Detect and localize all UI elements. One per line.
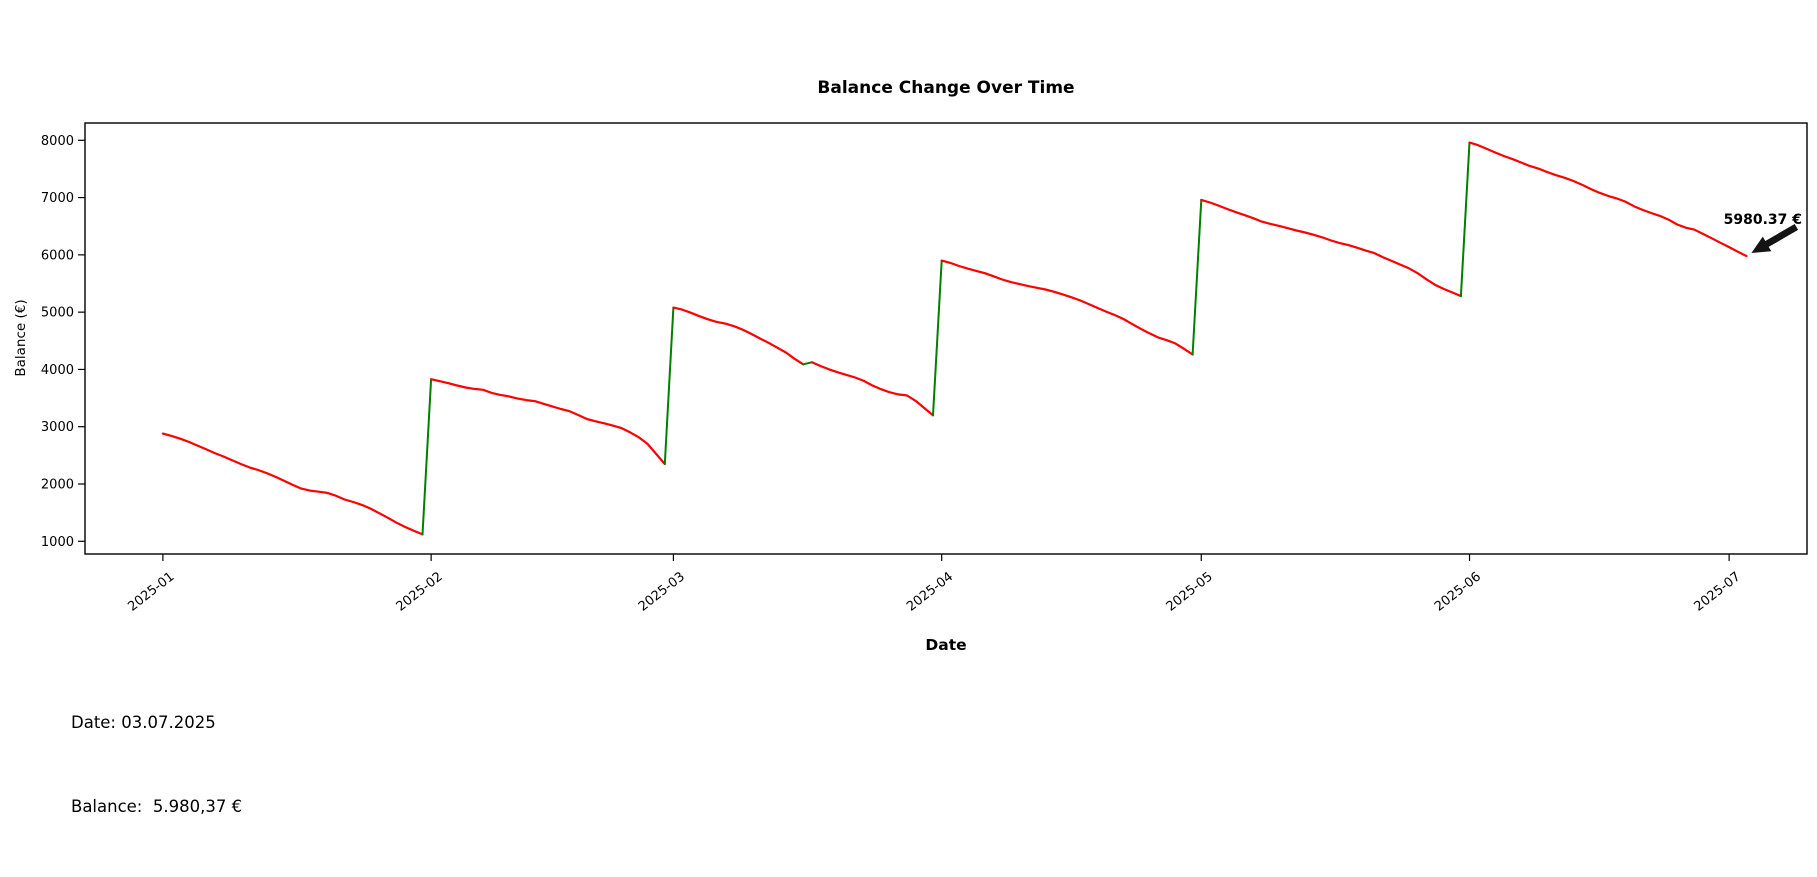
balance-line-decrease-segment — [810, 361, 935, 417]
y-axis-label: Balance (€) — [13, 299, 29, 377]
x-tick-label: 2025-04 — [904, 569, 956, 614]
balance-line-increase-segment — [932, 259, 943, 417]
annotation-label: 5980.37 € — [1724, 212, 1802, 228]
y-tick-label: 2000 — [41, 477, 74, 492]
x-tick-label: 2025-05 — [1164, 569, 1216, 614]
x-tick-label: 2025-06 — [1432, 569, 1484, 614]
balance-line-increase-segment — [802, 361, 813, 366]
balance-line-increase-segment — [421, 378, 433, 536]
annotation-arrow-icon — [1751, 224, 1799, 253]
x-tick-label: 2025-07 — [1692, 569, 1744, 614]
balance-line-increase-segment — [663, 306, 675, 465]
summary-balance-line: Balance: 5.980,37 € — [71, 797, 243, 816]
x-tick-label: 2025-02 — [394, 569, 446, 614]
x-tick-label: 2025-01 — [125, 569, 177, 614]
balance-line-decrease-segment — [672, 306, 805, 366]
balance-line-decrease-segment — [161, 432, 424, 536]
y-tick-label: 7000 — [41, 191, 74, 206]
balance-line-increase-segment — [1191, 198, 1203, 356]
y-tick-label: 1000 — [41, 535, 74, 550]
balance-line-decrease-segment — [1200, 198, 1463, 298]
balance-plot: 1000 2000 3000 4000 5000 6000 7000 8000 2025-01 2… — [41, 122, 1808, 615]
summary-date-line: Date: 03.07.2025 — [71, 713, 216, 732]
y-tick-label: 3000 — [41, 420, 74, 435]
balance-line-decrease-segment — [940, 259, 1194, 356]
balance-line-decrease-segment — [430, 378, 666, 466]
y-tick-label: 8000 — [41, 134, 74, 149]
y-tick-label: 6000 — [41, 248, 74, 263]
y-tick-label: 4000 — [41, 363, 74, 378]
y-tick-label: 5000 — [41, 306, 74, 321]
chart-title: Balance Change Over Time — [817, 78, 1075, 98]
plot-frame — [84, 122, 1808, 555]
balance-line-increase-segment — [1459, 141, 1471, 298]
x-axis-label: Date — [925, 636, 967, 654]
x-tick-label: 2025-03 — [636, 569, 688, 614]
balance-line-decrease-segment — [1468, 141, 1748, 258]
summary-text: Date: 03.07.2025 Balance: 5.980,37 € — [71, 653, 242, 877]
